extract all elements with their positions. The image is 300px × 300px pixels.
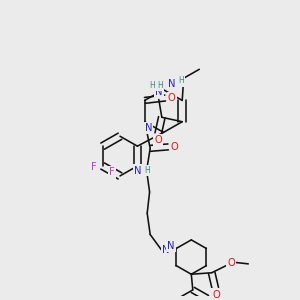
Text: O: O — [154, 135, 162, 145]
Text: O: O — [213, 290, 220, 300]
Text: O: O — [227, 258, 235, 268]
Text: N: N — [162, 245, 169, 255]
Text: N: N — [167, 241, 175, 250]
Text: F: F — [109, 167, 115, 177]
Text: H: H — [149, 81, 155, 90]
Text: N: N — [134, 166, 141, 176]
Text: O: O — [171, 142, 179, 152]
Text: O: O — [168, 93, 176, 103]
Text: H: H — [178, 76, 184, 85]
Text: N: N — [155, 87, 163, 97]
Text: H: H — [144, 166, 150, 175]
Text: H: H — [158, 81, 163, 90]
Text: N: N — [168, 80, 176, 89]
Text: N: N — [145, 123, 152, 133]
Text: F: F — [91, 163, 97, 172]
